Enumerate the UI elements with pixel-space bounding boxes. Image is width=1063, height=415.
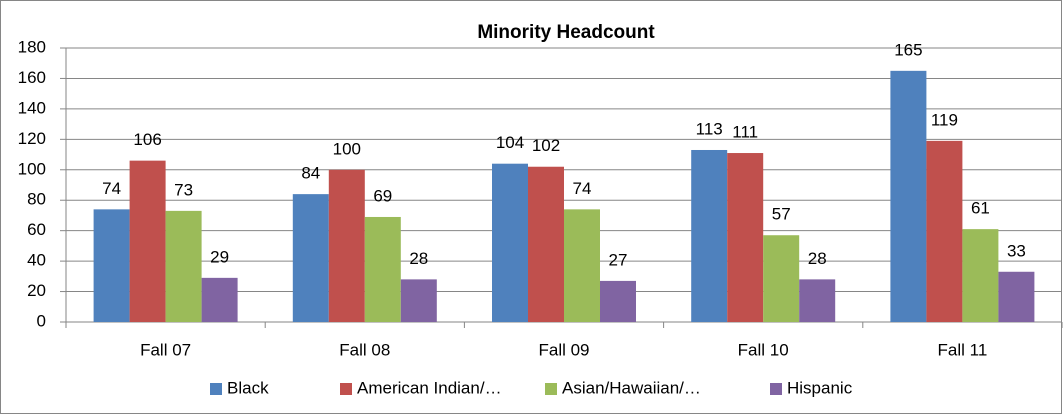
bar bbox=[926, 140, 963, 322]
chart-title: Minority Headcount bbox=[477, 22, 655, 43]
bar bbox=[890, 70, 927, 322]
data-label: 100 bbox=[333, 139, 361, 158]
bar bbox=[564, 209, 600, 322]
legend-swatch bbox=[545, 383, 557, 395]
data-label: 29 bbox=[210, 247, 229, 266]
legend-swatch bbox=[340, 383, 352, 395]
bar bbox=[691, 149, 728, 322]
data-label: 165 bbox=[894, 40, 922, 59]
bar bbox=[727, 153, 764, 322]
bar bbox=[962, 229, 999, 322]
data-label: 113 bbox=[696, 119, 723, 138]
data-label: 33 bbox=[1007, 241, 1026, 260]
y-tick-label: 120 bbox=[18, 129, 46, 148]
y-tick-label: 100 bbox=[18, 159, 46, 178]
x-tick-label: Fall 10 bbox=[738, 340, 789, 359]
bar bbox=[528, 166, 564, 322]
data-label: 28 bbox=[409, 249, 428, 268]
legend-swatch bbox=[210, 383, 222, 395]
data-label: 106 bbox=[133, 130, 161, 149]
x-tick-label: Fall 07 bbox=[140, 340, 191, 359]
bar bbox=[400, 279, 437, 322]
bar bbox=[328, 169, 365, 322]
legend-label: Hispanic bbox=[787, 378, 853, 397]
y-tick-label: 160 bbox=[18, 68, 46, 87]
data-label: 84 bbox=[301, 164, 320, 183]
bar bbox=[799, 279, 836, 322]
bar bbox=[600, 280, 636, 322]
bar bbox=[998, 271, 1035, 322]
data-label: 28 bbox=[808, 249, 827, 268]
y-tick-label: 20 bbox=[27, 281, 46, 300]
x-tick-label: Fall 09 bbox=[538, 340, 589, 359]
bar bbox=[129, 160, 166, 322]
bar bbox=[763, 235, 800, 322]
bar bbox=[364, 216, 401, 322]
y-tick-label: 80 bbox=[27, 190, 46, 209]
bar bbox=[292, 194, 329, 322]
data-label: 61 bbox=[971, 199, 990, 218]
data-label: 119 bbox=[931, 110, 958, 129]
x-tick-label: Fall 11 bbox=[938, 340, 988, 359]
y-tick-label: 60 bbox=[27, 220, 46, 239]
data-label: 74 bbox=[573, 179, 592, 198]
bar bbox=[492, 163, 528, 322]
data-label: 104 bbox=[496, 133, 524, 152]
legend-label: American Indian/… bbox=[357, 378, 502, 397]
y-tick-label: 140 bbox=[18, 98, 46, 117]
data-label: 73 bbox=[174, 180, 193, 199]
data-label: 27 bbox=[609, 250, 628, 269]
y-tick-label: 0 bbox=[37, 311, 46, 330]
legend-label: Asian/Hawaiian/… bbox=[562, 378, 701, 397]
data-label: 102 bbox=[532, 136, 560, 155]
data-label: 111 bbox=[732, 123, 758, 142]
legend-swatch bbox=[770, 383, 782, 395]
legend-label: Black bbox=[227, 378, 269, 397]
data-label: 69 bbox=[373, 186, 392, 205]
x-tick-label: Fall 08 bbox=[339, 340, 390, 359]
bar bbox=[201, 277, 238, 322]
data-label: 74 bbox=[102, 179, 121, 198]
y-tick-label: 40 bbox=[27, 251, 46, 270]
bar bbox=[93, 209, 130, 322]
bar bbox=[165, 210, 202, 322]
y-tick-label: 180 bbox=[18, 37, 46, 56]
data-label: 57 bbox=[772, 205, 791, 224]
